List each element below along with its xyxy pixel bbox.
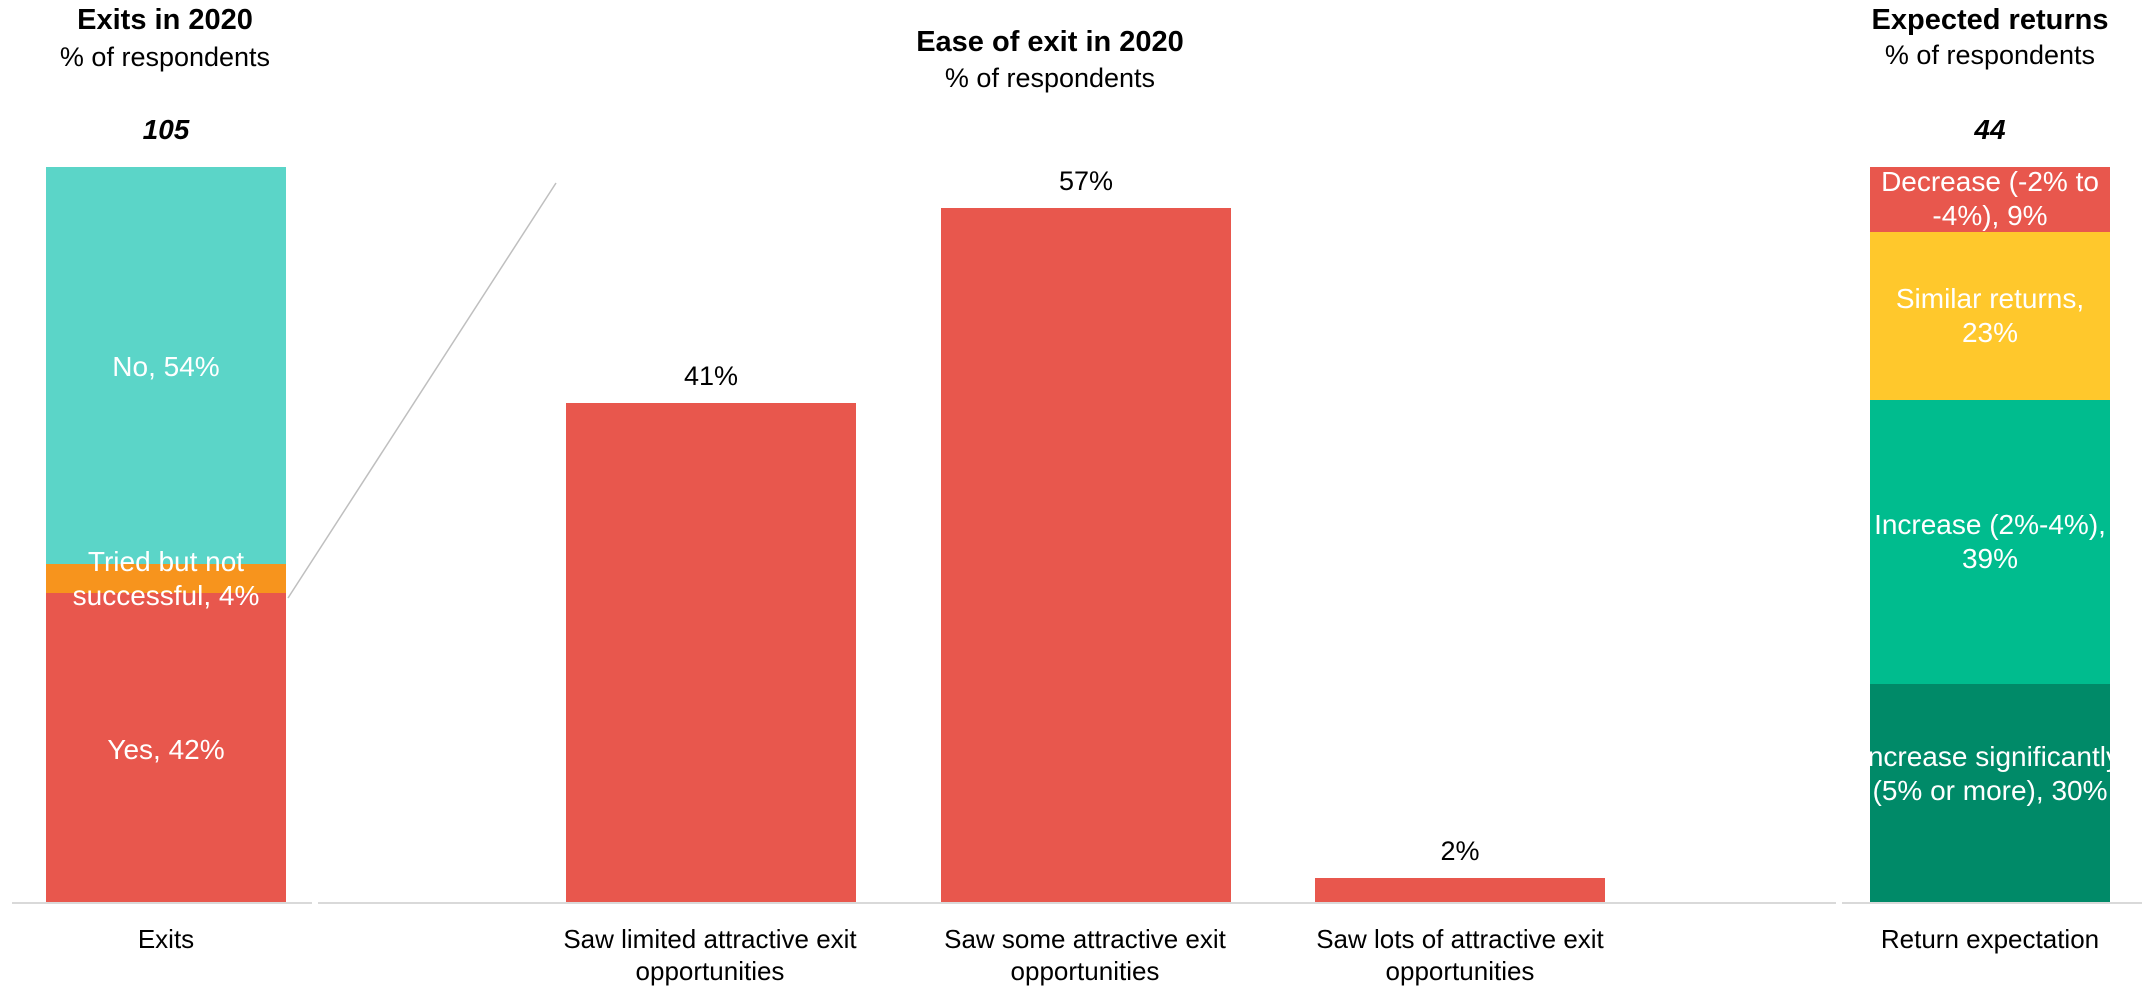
- returns-title: Expected returns: [1871, 4, 2109, 36]
- returns-subtitle: % of respondents: [1884, 40, 2096, 70]
- ease-category-some: Saw some attractive exit opportunities: [944, 924, 1226, 986]
- exits-segment-no: [46, 167, 286, 564]
- returns-label-decrease: Decrease (-2% to -4%), 9%: [1881, 166, 2099, 231]
- ease-subtitle: % of respondents: [944, 63, 1156, 93]
- returns-segment-increase: [1870, 399, 2110, 684]
- exits-segment-tried: [46, 563, 286, 594]
- exits-total: 105: [142, 114, 190, 145]
- exits-subtitle: % of respondents: [59, 42, 271, 72]
- exits-label-tried: Tried but not successful, 4%: [72, 546, 260, 611]
- ease-value-limited: 41%: [683, 360, 739, 391]
- exits-label-yes: Yes, 42%: [107, 734, 225, 765]
- ease-value-some: 57%: [1058, 166, 1114, 196]
- baseline-left: [12, 902, 312, 904]
- ease-bar-limited: [566, 402, 856, 902]
- returns-category-label: Return expectation: [1880, 924, 2100, 954]
- baseline-right: [1842, 902, 2142, 904]
- ease-category-lots: Saw lots of attractive exit opportunitie…: [1316, 924, 1604, 986]
- ease-bar-some: [941, 208, 1231, 902]
- returns-segment-similar: [1870, 232, 2110, 400]
- exits-label-no: No, 54%: [112, 351, 220, 382]
- exits-title: Exits in 2020: [77, 4, 253, 36]
- ease-bar-lots: [1315, 877, 1605, 902]
- ease-category-limited: Saw limited attractive exit opportunitie…: [563, 924, 857, 986]
- exits-category-label: Exits: [137, 924, 195, 954]
- ease-value-lots: 2%: [1440, 835, 1480, 866]
- returns-segment-significant: [1870, 683, 2110, 902]
- exits-segment-yes: [46, 593, 286, 902]
- returns-label-increase: Increase (2%-4%), 39%: [1874, 509, 2106, 574]
- returns-label-similar: Similar returns, 23%: [1895, 283, 2085, 348]
- returns-label-significant: Increase significantly (5% or more), 30%: [1860, 741, 2120, 806]
- baseline-middle: [318, 902, 1836, 904]
- returns-segment-decrease: [1870, 167, 2110, 233]
- returns-total: 44: [1974, 114, 2006, 145]
- ease-title: Ease of exit in 2020: [916, 26, 1184, 58]
